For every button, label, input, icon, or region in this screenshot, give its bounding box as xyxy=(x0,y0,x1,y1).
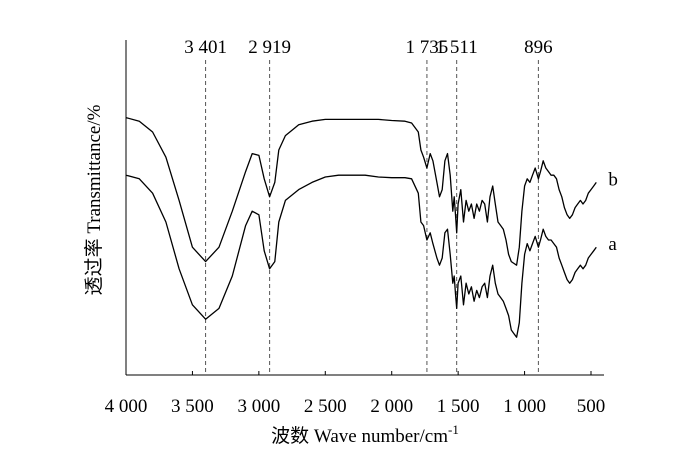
peak-marker-label: 3 401 xyxy=(184,37,227,58)
peak-marker-label: 1 735 xyxy=(406,37,449,58)
peak-marker-label: 2 919 xyxy=(248,37,291,58)
series-layer xyxy=(125,116,597,338)
peak-marker-label: 896 xyxy=(524,37,553,58)
series-labels: ba xyxy=(608,169,618,255)
x-axis-title: 波数 Wave number/cm-1 xyxy=(271,422,459,447)
x-tick-label: 3 500 xyxy=(171,396,214,417)
x-tick-label: 1 500 xyxy=(437,396,480,417)
x-tick-label: 2 500 xyxy=(304,396,347,417)
x-tick-label: 1 000 xyxy=(503,396,546,417)
y-axis-title: 透过率 Transmittance/% xyxy=(83,104,105,295)
series-label-a: a xyxy=(608,234,617,255)
series-line-b xyxy=(125,116,597,266)
series-line-a xyxy=(125,174,597,338)
x-tick-label: 4 000 xyxy=(105,396,148,417)
x-tick-label: 500 xyxy=(577,396,606,417)
x-axis-title-superscript: -1 xyxy=(448,422,459,437)
peak-marker-label: 1 511 xyxy=(436,37,478,58)
x-tick-label: 2 000 xyxy=(370,396,413,417)
x-axis-ticks: 4 000 3 500 3 000 2 500 2 000 1 500 1 000 500 xyxy=(105,371,606,417)
series-label-b: b xyxy=(608,169,618,190)
x-tick-label: 3 000 xyxy=(237,396,280,417)
x-axis-title-text: 波数 Wave number/cm xyxy=(271,425,448,447)
peak-marker-lines xyxy=(205,60,539,375)
